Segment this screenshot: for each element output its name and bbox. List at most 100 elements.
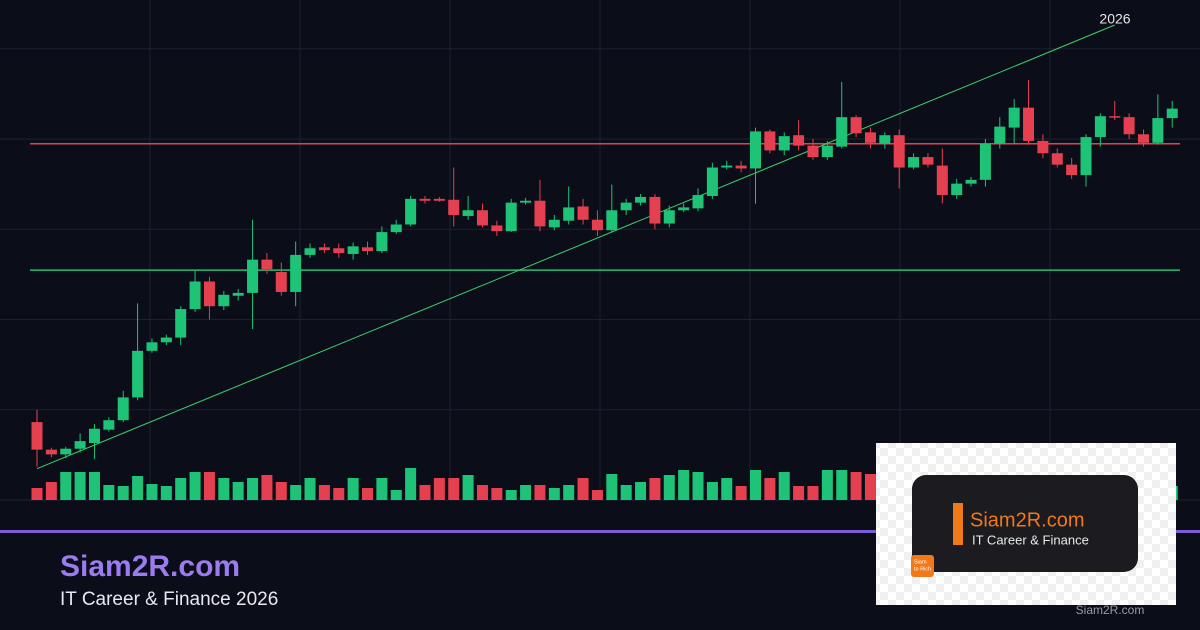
candle-body <box>663 210 675 224</box>
volume-bar <box>218 478 230 500</box>
volume-bar <box>678 470 690 500</box>
volume-bar <box>836 470 848 500</box>
candle-body <box>850 117 862 134</box>
volume-bar <box>563 485 575 500</box>
candle-body <box>261 259 273 270</box>
candle-body <box>750 131 761 169</box>
candle-body <box>132 350 144 398</box>
volume-bar <box>175 478 187 500</box>
volume-bar <box>807 486 819 500</box>
candle-body <box>117 397 129 421</box>
candle-body <box>462 210 474 216</box>
candle-body <box>304 248 316 255</box>
candle-body <box>175 309 187 338</box>
candle-body <box>951 183 963 196</box>
volume-bar <box>850 472 862 500</box>
candle-body <box>864 132 876 143</box>
candle-body <box>1123 117 1135 135</box>
candle-body <box>778 136 790 151</box>
volume-bar <box>793 486 805 500</box>
candle-body <box>1080 137 1092 176</box>
candle-body <box>649 196 661 224</box>
volume-bar <box>864 474 876 500</box>
candle-body <box>979 143 991 180</box>
candle-body <box>60 448 72 455</box>
candle-body <box>821 145 833 158</box>
volume-bar <box>764 478 776 500</box>
candle-body <box>836 117 848 147</box>
volume-bar <box>203 472 215 500</box>
candle-body <box>807 145 819 158</box>
brand-subtitle: IT Career & Finance 2026 <box>60 589 278 610</box>
candle-body <box>936 165 948 196</box>
volume-bar <box>376 478 388 500</box>
volume-bar <box>433 478 445 500</box>
candle-body <box>591 219 603 231</box>
candle-body <box>706 167 718 196</box>
volume-bar <box>60 472 72 500</box>
volume-bar <box>132 476 144 500</box>
candle-body <box>1051 153 1063 165</box>
volume-bar <box>146 484 158 500</box>
candle-body <box>994 126 1006 144</box>
volume-bar <box>735 486 747 500</box>
volume-bar <box>663 475 675 500</box>
divider <box>0 530 1200 533</box>
volume-bar <box>88 472 100 500</box>
candle-body <box>333 248 345 253</box>
candle-body <box>362 247 374 252</box>
candle-body <box>548 219 560 228</box>
volume-bar <box>448 478 460 500</box>
volume-bar <box>692 472 704 500</box>
candle-body <box>735 165 747 169</box>
volume-bar <box>103 485 115 500</box>
candle-body <box>1137 134 1149 143</box>
badge: Siam2R.com IT Career & Finance Siam to R… <box>876 443 1176 605</box>
candle-body <box>520 200 532 203</box>
candles <box>31 80 1178 467</box>
badge-bar <box>953 503 963 545</box>
candle-body <box>793 135 805 146</box>
candle-body <box>635 196 647 203</box>
volume-bar <box>462 475 474 500</box>
candle-body <box>922 157 934 165</box>
grid <box>0 0 1200 501</box>
period-label: 2026 <box>1099 11 1130 27</box>
volume-bar <box>304 478 316 500</box>
candle-body <box>1066 164 1078 176</box>
candle-body <box>893 135 905 168</box>
candle-body <box>433 198 445 201</box>
volume-bar <box>577 478 589 500</box>
volume-bar <box>520 485 532 500</box>
volume-bar <box>261 475 273 500</box>
volume-bar <box>117 486 129 500</box>
volume-bar <box>45 482 57 500</box>
volume-bar <box>318 485 330 500</box>
volume-bar <box>275 482 287 500</box>
volume-bar <box>750 470 761 500</box>
candle-body <box>476 210 488 226</box>
candle-body <box>1008 107 1020 128</box>
candle-body <box>1152 118 1164 143</box>
trend-line <box>36 24 1115 470</box>
candle-body <box>908 157 920 168</box>
candle-body <box>491 225 503 232</box>
candle-body <box>1023 107 1035 141</box>
volume-bar <box>232 482 244 500</box>
volume-bar <box>31 488 43 500</box>
volume-bar <box>362 488 374 500</box>
candle-body <box>74 441 86 449</box>
candle-body <box>563 207 575 221</box>
candle-body <box>1094 116 1106 138</box>
candle-body <box>678 207 690 211</box>
candle-body <box>275 272 287 292</box>
badge-subtitle: IT Career & Finance <box>972 532 1089 547</box>
candle-body <box>764 131 776 151</box>
candle-body <box>405 198 417 225</box>
candle-body <box>218 294 230 307</box>
candle-body <box>534 200 546 227</box>
volume-bar <box>606 474 618 500</box>
candle-body <box>45 449 57 455</box>
candle-body <box>390 224 402 233</box>
